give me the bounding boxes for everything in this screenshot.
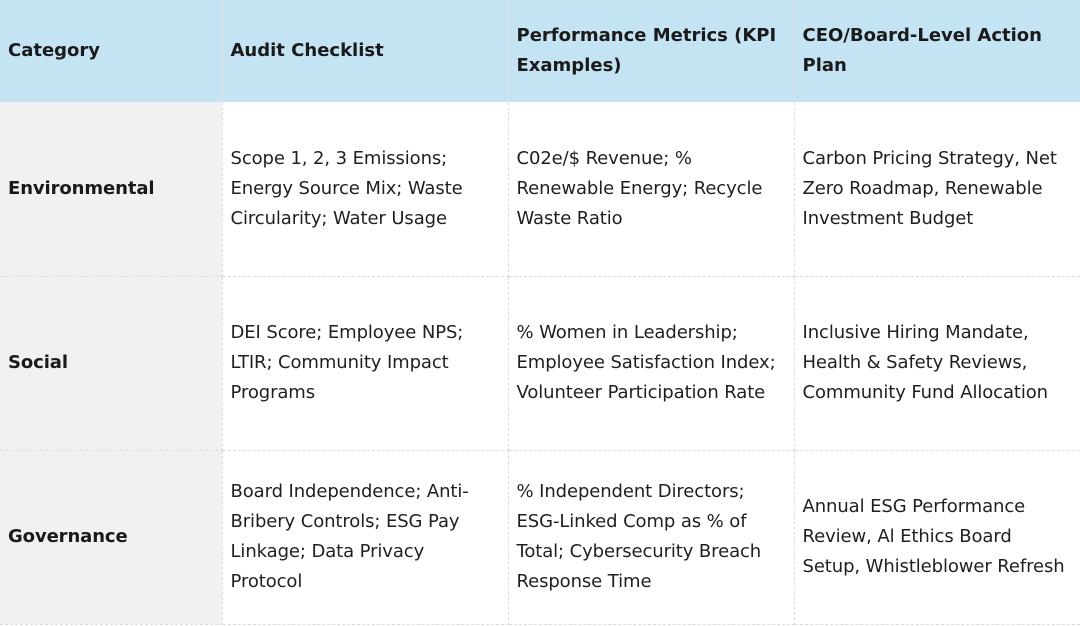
category-cell: Governance	[0, 450, 223, 625]
header-performance-metrics: Performance Metrics (KPI Examples)	[508, 0, 795, 102]
header-audit-checklist: Audit Checklist	[222, 0, 509, 102]
performance-metrics-cell: C02e/$ Revenue; % Renewable Energy; Recy…	[508, 102, 795, 277]
table-row-governance: Governance Board Independence; Anti-Brib…	[0, 450, 1080, 625]
header-category: Category	[0, 0, 223, 102]
performance-metrics-cell: % Women in Leadership; Employee Satisfac…	[508, 276, 795, 451]
table-header: Category Audit Checklist Performance Met…	[0, 0, 1080, 102]
performance-metrics-cell: % Independent Directors; ESG-Linked Comp…	[508, 450, 795, 625]
table-row-social: Social DEI Score; Employee NPS; LTIR; Co…	[0, 276, 1080, 451]
action-plan-cell: Annual ESG Performance Review, Al Ethics…	[794, 450, 1080, 625]
action-plan-cell: Carbon Pricing Strategy, Net Zero Roadma…	[794, 102, 1080, 277]
header-row: Category Audit Checklist Performance Met…	[0, 0, 1080, 102]
header-action-plan: CEO/Board-Level Action Plan	[794, 0, 1080, 102]
audit-checklist-cell: DEI Score; Employee NPS; LTIR; Community…	[222, 276, 509, 451]
action-plan-cell: Inclusive Hiring Mandate, Health & Safet…	[794, 276, 1080, 451]
table-row-environmental: Environmental Scope 1, 2, 3 Emissions; E…	[0, 102, 1080, 277]
table-body: Environmental Scope 1, 2, 3 Emissions; E…	[0, 102, 1080, 625]
audit-checklist-cell: Scope 1, 2, 3 Emissions; Energy Source M…	[222, 102, 509, 277]
audit-checklist-cell: Board Independence; Anti-Bribery Control…	[222, 450, 509, 625]
category-cell: Social	[0, 276, 223, 451]
category-cell: Environmental	[0, 102, 223, 277]
